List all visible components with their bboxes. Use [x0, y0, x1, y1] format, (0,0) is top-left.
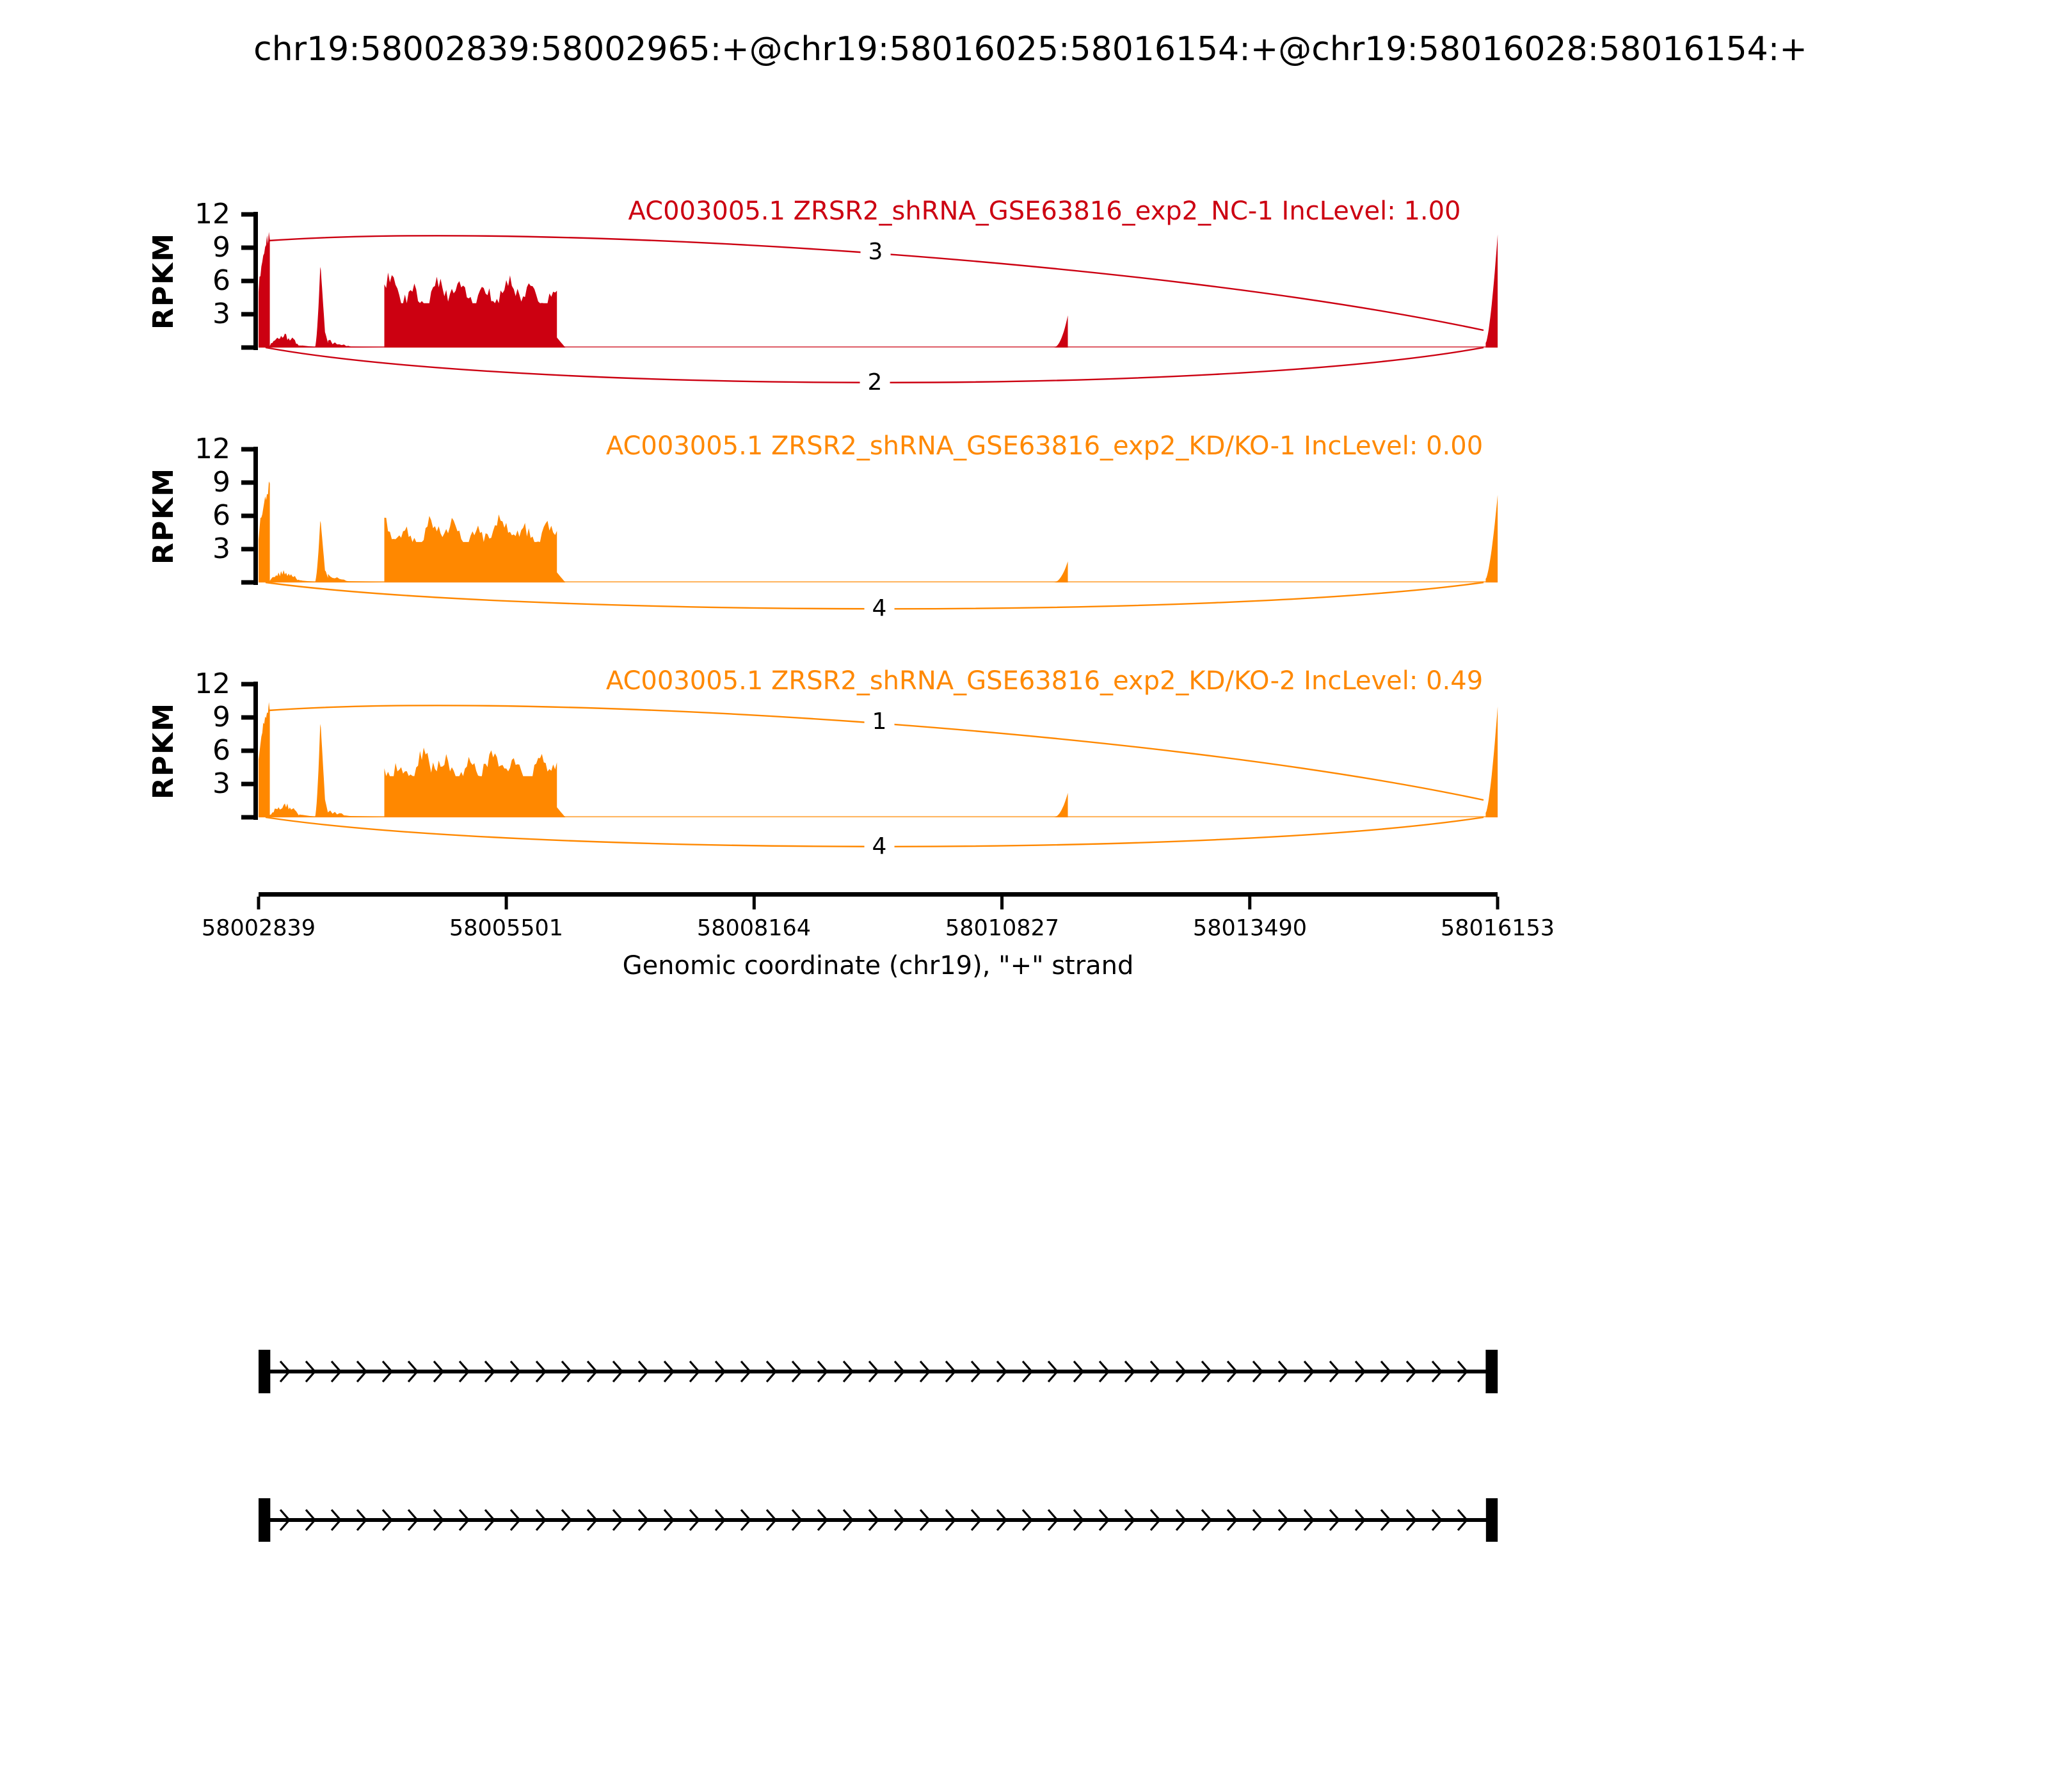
y-tick-label: 12 [195, 668, 230, 700]
track-title-kdko-1: AC003005.1 ZRSR2_shRNA_GSE63816_exp2_KD/… [605, 431, 1484, 461]
strand-arrows [279, 1508, 1469, 1532]
track-title-nc-1: AC003005.1 ZRSR2_shRNA_GSE63816_exp2_NC-… [628, 196, 1461, 226]
exon-box [259, 1498, 271, 1542]
x-tick-label: 58005501 [449, 915, 564, 941]
coverage-area [259, 481, 1498, 582]
y-tick-label: 9 [212, 466, 230, 499]
junction-count-label: 4 [864, 835, 895, 858]
junction-count-label: 2 [860, 371, 890, 394]
junction-count-label: 1 [864, 710, 895, 733]
y-tick-label: 12 [195, 433, 230, 465]
x-tick-label: 58016153 [1440, 915, 1555, 941]
y-tick-label: 3 [212, 767, 230, 800]
y-tick-label: 6 [212, 734, 230, 767]
exon-box [259, 1350, 271, 1393]
junction-count-label: 3 [860, 241, 891, 264]
x-tick-label: 58010827 [945, 915, 1060, 941]
y-axis-label: RPKM [147, 467, 180, 565]
junction-count-label: 4 [864, 597, 895, 620]
exon-box [1485, 1498, 1498, 1542]
exon-box [1485, 1350, 1498, 1393]
y-tick-label: 3 [212, 298, 230, 330]
x-tick-label: 58002839 [201, 915, 316, 941]
plot-title: chr19:58002839:58002965:+@chr19:58016025… [253, 30, 1807, 68]
x-tick-label: 58013490 [1192, 915, 1308, 941]
track-title-kdko-2: AC003005.1 ZRSR2_shRNA_GSE63816_exp2_KD/… [605, 666, 1484, 696]
x-tick-label: 58008164 [696, 915, 812, 941]
x-axis-title: Genomic coordinate (chr19), "+" strand [622, 951, 1134, 980]
coverage-area [259, 232, 1498, 348]
y-axis-label: RPKM [147, 232, 180, 330]
strand-arrows [279, 1360, 1469, 1383]
y-tick-label: 6 [212, 264, 230, 297]
y-tick-label: 6 [212, 499, 230, 532]
y-tick-label: 9 [212, 701, 230, 733]
y-tick-label: 9 [212, 231, 230, 264]
y-tick-label: 12 [195, 198, 230, 230]
y-tick-label: 3 [212, 532, 230, 565]
y-axis-label: RPKM [147, 701, 180, 800]
